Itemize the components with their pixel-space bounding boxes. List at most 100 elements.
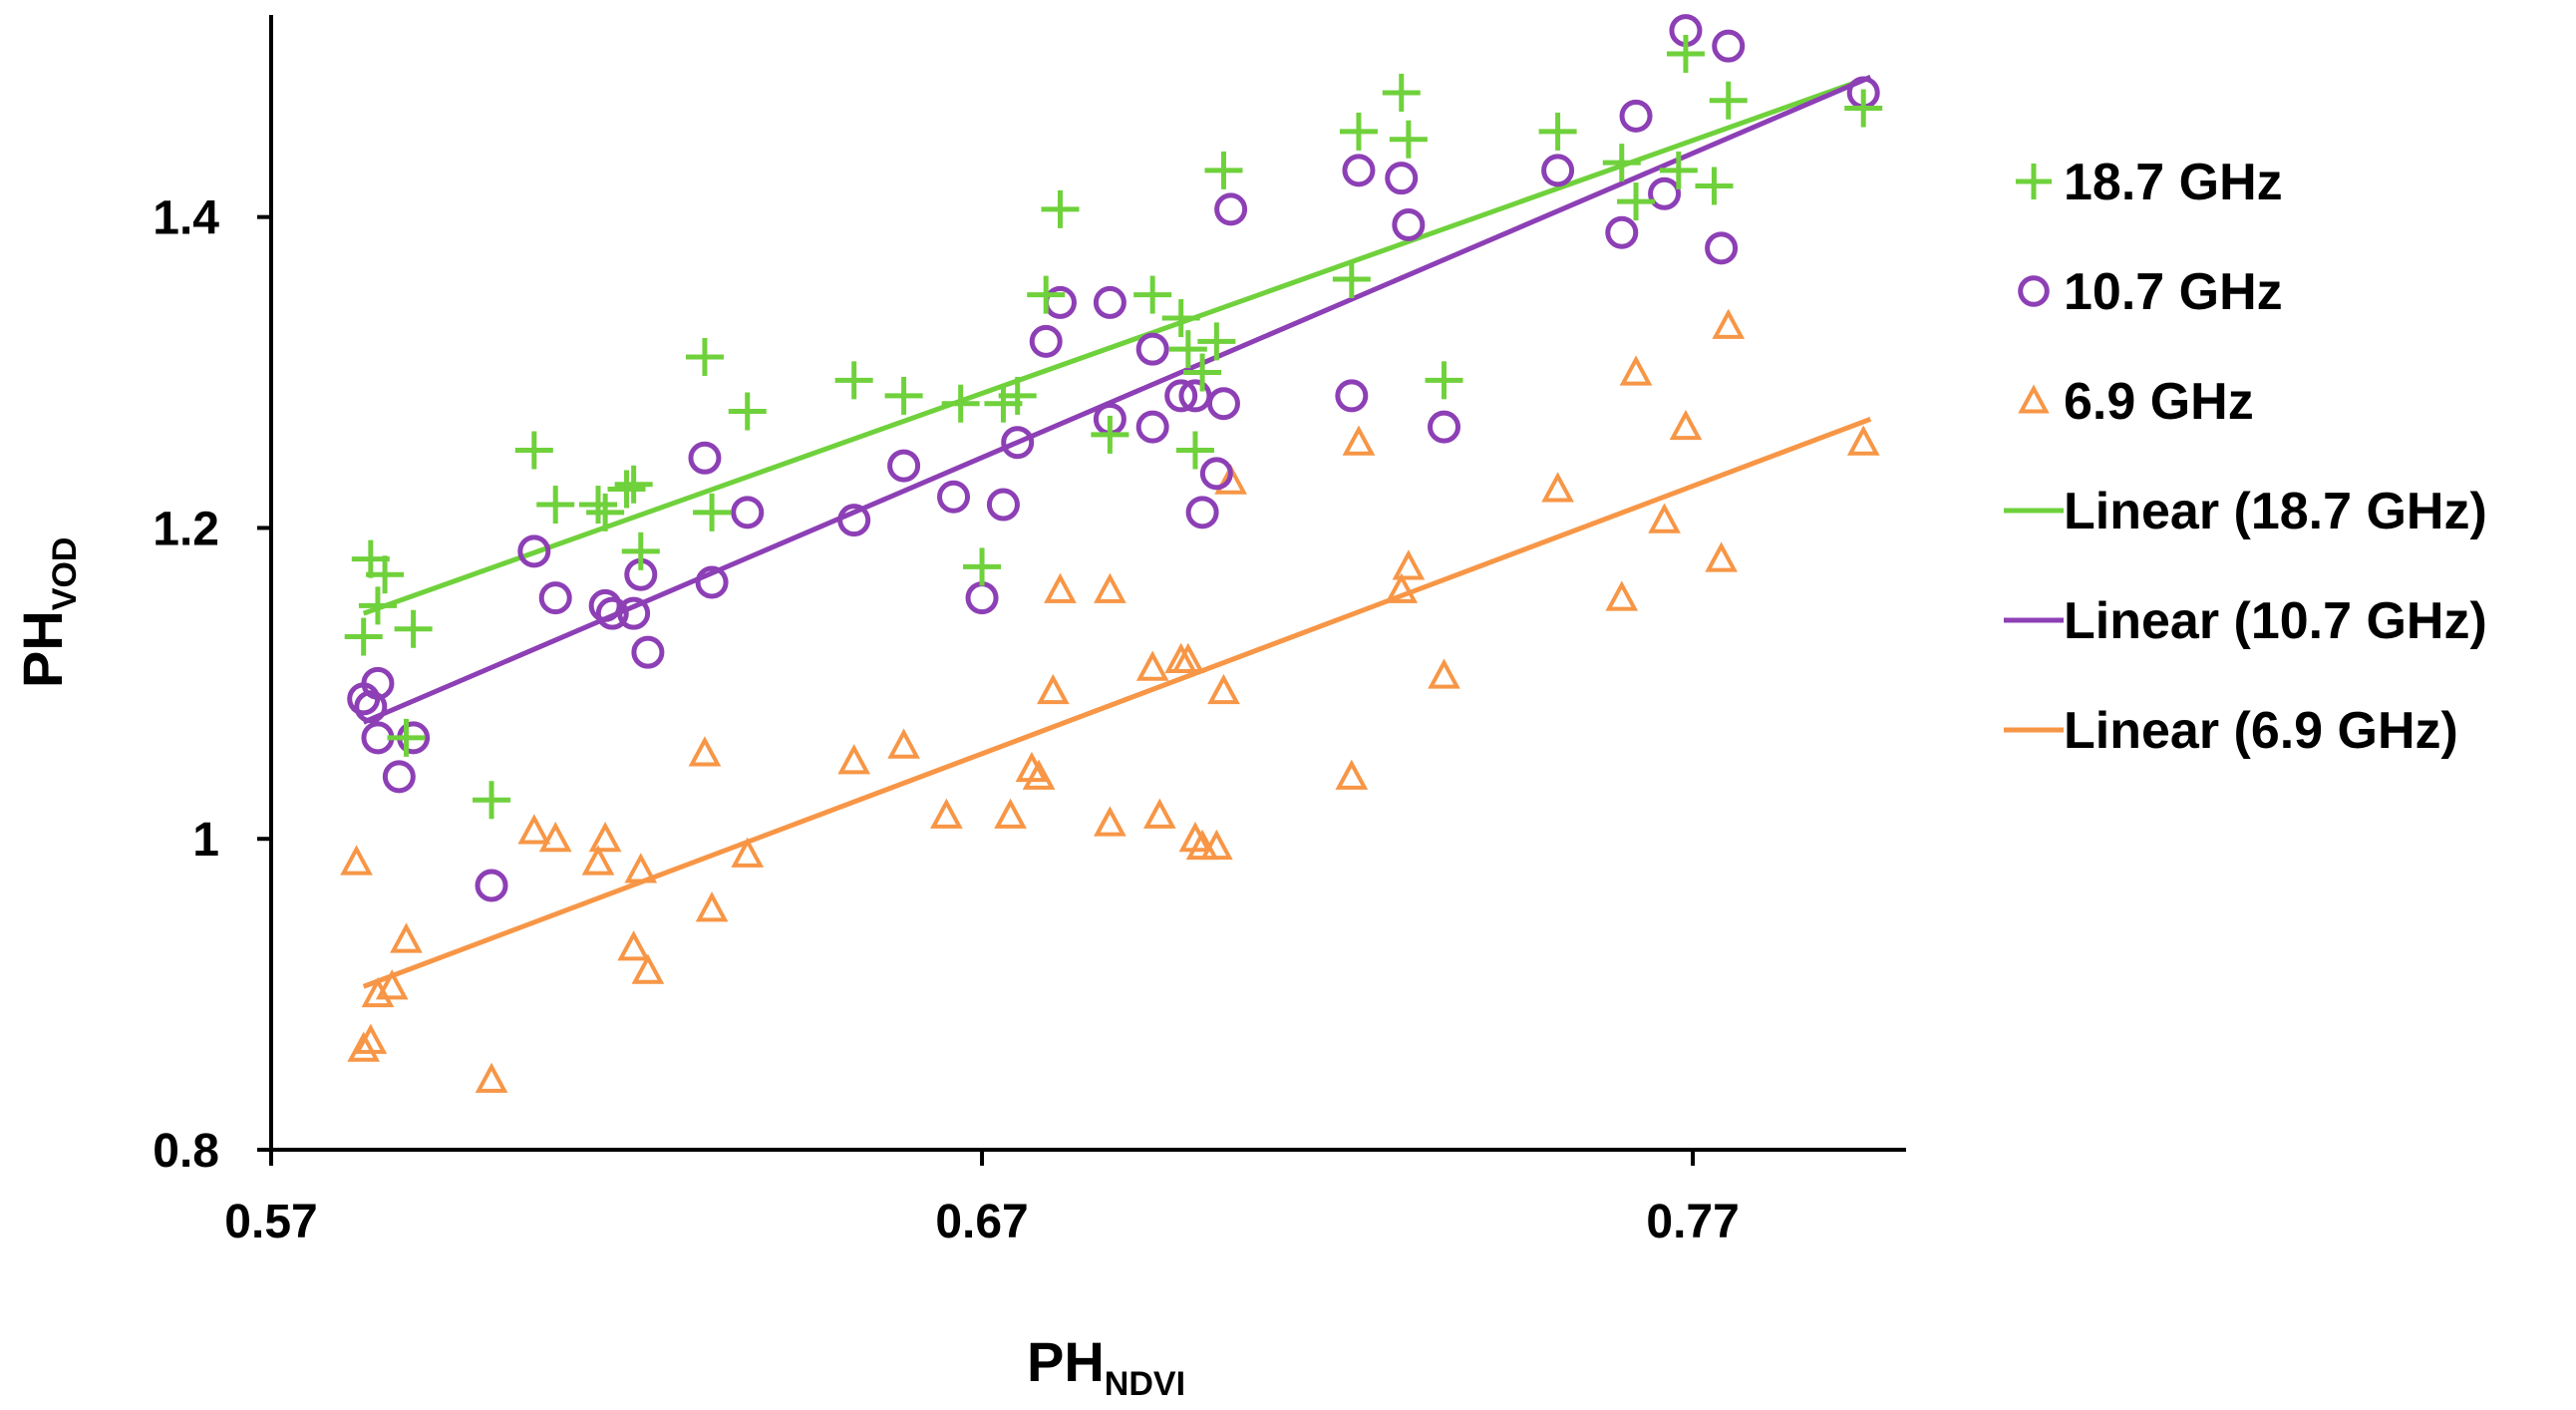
point-18-7-ghz [473, 781, 511, 820]
point-6-9-ghz [361, 976, 395, 1008]
y-tick-label: 1.2 [153, 503, 219, 555]
point-18-7-ghz [1844, 89, 1883, 128]
point-6-9-ghz [887, 728, 920, 759]
point-6-9-ghz [1342, 425, 1376, 456]
point-6-9-ghz [1648, 503, 1681, 533]
point-10-7-ghz [1199, 457, 1233, 491]
point-10-7-ghz [361, 666, 395, 700]
point-6-9-ghz [1207, 673, 1240, 705]
point-10-7-ghz [937, 480, 971, 514]
point-18-7-ghz [998, 376, 1037, 415]
legend-label-linear-18-7-ghz: Linear (18.7 GHz) [2064, 483, 2487, 540]
legend-label-6-9-ghz: 6.9 GHz [2064, 373, 2254, 431]
point-10-7-ghz [1029, 324, 1063, 358]
point-10-7-ghz [1001, 426, 1035, 460]
x-tick-label: 0.77 [1646, 1196, 1739, 1248]
legend-label-18-7-ghz: 18.7 GHz [2064, 154, 2283, 211]
point-10-7-ghz [1705, 231, 1739, 265]
point-6-9-ghz [375, 969, 409, 1000]
legend-item-linear-18-7-ghz: Linear (18.7 GHz) [2004, 483, 2487, 540]
point-10-7-ghz [382, 760, 416, 794]
point-18-7-ghz [366, 555, 405, 594]
legend-swatch-6-9-ghz [2018, 384, 2050, 414]
point-18-7-ghz [586, 493, 625, 531]
point-10-7-ghz [1605, 215, 1639, 249]
point-18-7-ghz [728, 392, 767, 431]
point-18-7-ghz [1183, 353, 1222, 392]
legend-item-linear-10-7-ghz: Linear (10.7 GHz) [2004, 592, 2487, 650]
point-6-9-ghz [517, 814, 551, 845]
x-tick-label: 0.57 [224, 1196, 317, 1248]
point-10-7-ghz [1135, 332, 1169, 366]
point-6-9-ghz [1428, 658, 1460, 689]
point-10-7-ghz [595, 596, 629, 630]
legend-label-linear-6-9-ghz: Linear (6.9 GHz) [2064, 702, 2458, 760]
point-18-7-ghz [1197, 322, 1236, 361]
point-6-9-ghz [695, 891, 729, 922]
axes [257, 15, 1906, 1166]
point-10-7-ghz [1093, 285, 1127, 319]
point-6-9-ghz [1135, 650, 1169, 681]
point-18-7-ghz [514, 431, 553, 470]
point-6-9-ghz [731, 837, 765, 868]
point-18-7-ghz [387, 718, 426, 757]
point-6-9-ghz [1669, 409, 1703, 441]
point-6-9-ghz [1392, 549, 1426, 580]
point-18-7-ghz [394, 609, 433, 648]
legend-swatch-10-7-ghz [2018, 275, 2050, 307]
point-6-9-ghz [1385, 572, 1419, 603]
y-tick-label: 1.4 [153, 192, 219, 245]
point-6-9-ghz [1846, 425, 1880, 456]
point-18-7-ghz [607, 470, 646, 509]
point-10-7-ghz [1342, 154, 1376, 187]
point-10-7-ghz [1392, 207, 1426, 241]
point-6-9-ghz [390, 922, 423, 953]
point-18-7-ghz [1382, 73, 1421, 112]
point-6-9-ghz [837, 744, 871, 775]
point-10-7-ghz [617, 596, 651, 630]
point-6-9-ghz [1142, 798, 1176, 829]
point-10-7-ghz [695, 565, 729, 599]
point-10-7-ghz [1541, 154, 1575, 187]
legend-label-linear-10-7-ghz: Linear (10.7 GHz) [2064, 592, 2487, 650]
point-6-9-ghz [1022, 759, 1056, 790]
tick-labels: 0.8 1 1.2 1.4 0.57 0.67 0.77 [153, 192, 1740, 1248]
point-18-7-ghz [1617, 182, 1656, 221]
point-18-7-ghz [536, 486, 575, 525]
point-10-7-ghz [1185, 496, 1219, 529]
point-6-9-ghz [1171, 642, 1205, 673]
point-10-7-ghz [731, 496, 765, 529]
point-18-7-ghz [941, 384, 980, 423]
point-10-7-ghz [1335, 379, 1369, 413]
point-10-7-ghz [475, 869, 508, 902]
point-6-9-ghz [1619, 355, 1653, 386]
point-18-7-ghz [1666, 34, 1705, 73]
y-tick-label: 0.8 [153, 1125, 219, 1178]
point-6-9-ghz [340, 845, 373, 876]
point-18-7-ghz [1161, 298, 1200, 337]
point-6-9-ghz [475, 1062, 508, 1093]
point-6-9-ghz [1036, 673, 1070, 705]
point-6-9-ghz [688, 736, 722, 767]
legend: 18.7 GHz 10.7 GHz 6.9 GHz Linear (18.7 GHz)… [2004, 154, 2487, 760]
point-18-7-ghz [621, 531, 660, 570]
point-10-7-ghz [986, 488, 1020, 522]
point-18-7-ghz [1091, 415, 1129, 454]
point-6-9-ghz [581, 845, 615, 876]
point-18-7-ghz [1332, 260, 1371, 299]
point-6-9-ghz [1335, 759, 1369, 790]
point-18-7-ghz [614, 465, 653, 504]
trend-line-linear-6-9-ghz [362, 416, 1872, 989]
point-6-9-ghz [1199, 829, 1233, 861]
trend-line-linear-18-7-ghz [362, 75, 1872, 616]
point-10-7-ghz [517, 534, 551, 568]
point-18-7-ghz [579, 486, 617, 525]
point-10-7-ghz [887, 449, 921, 483]
point-18-7-ghz [1175, 431, 1214, 470]
point-10-7-ghz [688, 441, 722, 475]
point-6-9-ghz [617, 930, 651, 961]
point-18-7-ghz [358, 586, 397, 625]
point-18-7-ghz [1133, 275, 1172, 314]
point-10-7-ghz [588, 588, 622, 622]
point-18-7-ghz [685, 337, 724, 376]
